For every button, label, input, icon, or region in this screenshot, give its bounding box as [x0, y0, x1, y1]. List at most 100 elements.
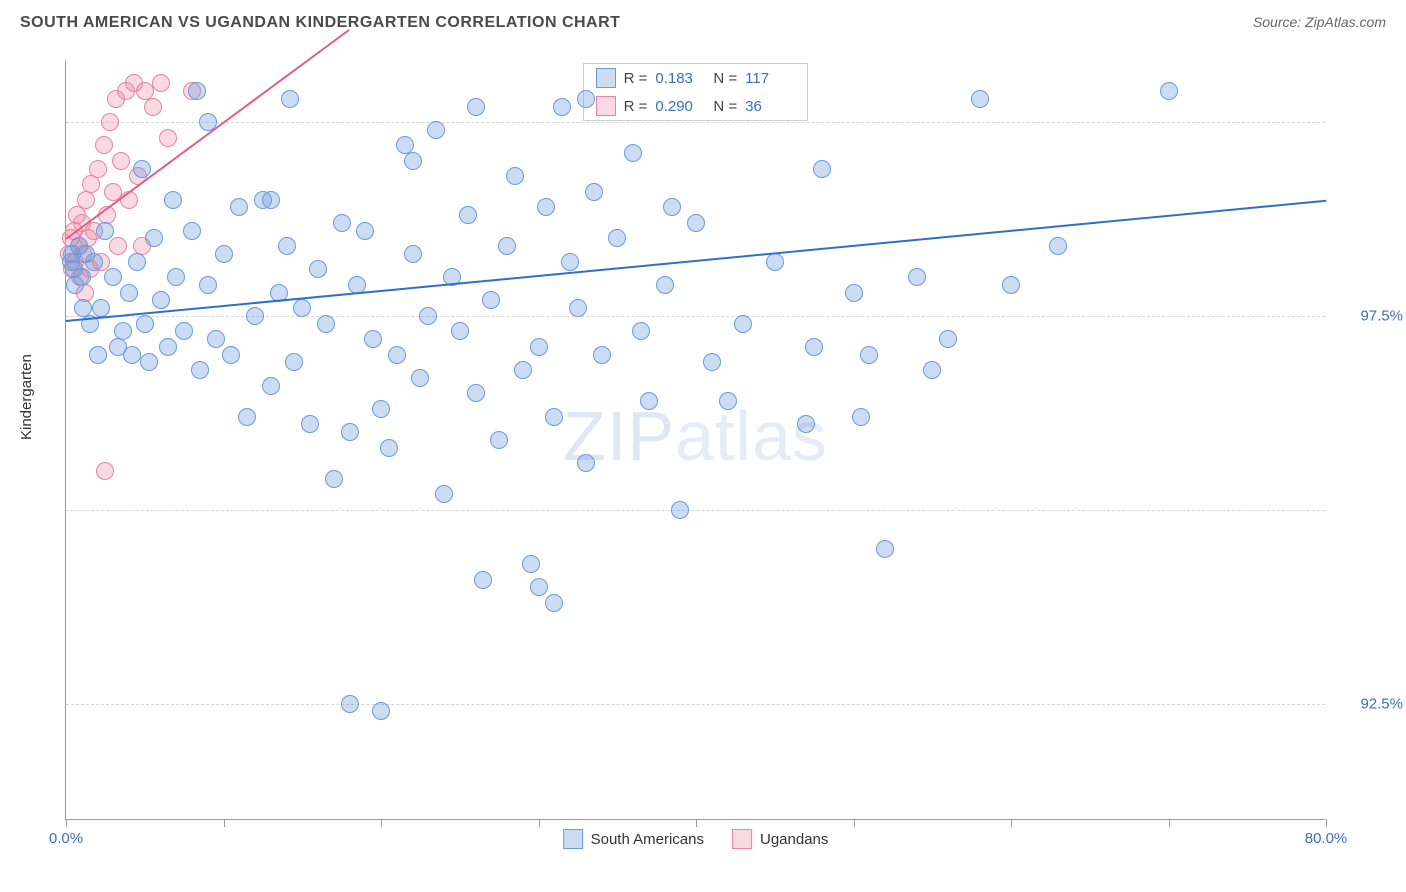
data-point [238, 408, 256, 426]
data-point [278, 237, 296, 255]
data-point [876, 540, 894, 558]
data-point [766, 253, 784, 271]
data-point [140, 353, 158, 371]
data-point [77, 191, 95, 209]
data-point [136, 315, 154, 333]
legend-item: South Americans [563, 829, 704, 849]
data-point [133, 160, 151, 178]
data-point [293, 299, 311, 317]
stats-row: R =0.183N =117 [584, 64, 808, 92]
data-point [687, 214, 705, 232]
stats-row: R =0.290N =36 [584, 92, 808, 120]
data-point [96, 222, 114, 240]
data-point [490, 431, 508, 449]
data-point [656, 276, 674, 294]
x-tick [224, 819, 225, 827]
data-point [1160, 82, 1178, 100]
data-point [145, 229, 163, 247]
data-point [341, 423, 359, 441]
data-point [411, 369, 429, 387]
data-point [514, 361, 532, 379]
data-point [852, 408, 870, 426]
data-point [632, 322, 650, 340]
x-tick [539, 819, 540, 827]
data-point [167, 268, 185, 286]
legend-label: South Americans [591, 831, 704, 848]
data-point [175, 322, 193, 340]
data-point [435, 485, 453, 503]
gridline [66, 122, 1325, 123]
data-point [404, 152, 422, 170]
x-tick [854, 819, 855, 827]
x-tick [1169, 819, 1170, 827]
data-point [734, 315, 752, 333]
legend-swatch [563, 829, 583, 849]
data-point [152, 291, 170, 309]
data-point [939, 330, 957, 348]
data-point [114, 322, 132, 340]
legend-bottom: South AmericansUgandans [563, 829, 829, 849]
data-point [545, 594, 563, 612]
data-point [128, 253, 146, 271]
data-point [356, 222, 374, 240]
data-point [530, 338, 548, 356]
data-point [89, 160, 107, 178]
data-point [561, 253, 579, 271]
data-point [262, 377, 280, 395]
data-point [191, 361, 209, 379]
stats-legend-box: R =0.183N =117R =0.290N =36 [583, 63, 809, 121]
data-point [92, 299, 110, 317]
data-point [183, 222, 201, 240]
x-tick-label: 80.0% [1305, 830, 1348, 847]
y-tick-label: 92.5% [1360, 695, 1403, 712]
data-point [1002, 276, 1020, 294]
data-point [459, 206, 477, 224]
data-point [624, 144, 642, 162]
data-point [89, 346, 107, 364]
source-label: Source: ZipAtlas.com [1253, 14, 1386, 30]
data-point [164, 191, 182, 209]
data-point [152, 74, 170, 92]
data-point [372, 702, 390, 720]
data-point [85, 253, 103, 271]
data-point [404, 245, 422, 263]
stat-n-value: 117 [745, 70, 795, 87]
data-point [317, 315, 335, 333]
x-tick [1326, 819, 1327, 827]
data-point [222, 346, 240, 364]
data-point [380, 439, 398, 457]
data-point [522, 555, 540, 573]
data-point [101, 113, 119, 131]
x-tick [1011, 819, 1012, 827]
data-point [498, 237, 516, 255]
data-point [703, 353, 721, 371]
data-point [112, 152, 130, 170]
chart-title: SOUTH AMERICAN VS UGANDAN KINDERGARTEN C… [20, 14, 620, 32]
y-axis-title: Kindergarten [18, 354, 35, 440]
data-point [506, 167, 524, 185]
data-point [372, 400, 390, 418]
data-point [159, 129, 177, 147]
legend-swatch [732, 829, 752, 849]
data-point [262, 191, 280, 209]
data-point [553, 98, 571, 116]
data-point [309, 260, 327, 278]
x-tick [381, 819, 382, 827]
data-point [188, 82, 206, 100]
data-point [388, 346, 406, 364]
gridline [66, 510, 1325, 511]
data-point [364, 330, 382, 348]
data-point [671, 501, 689, 519]
data-point [813, 160, 831, 178]
watermark: ZIPatlas [563, 396, 828, 476]
data-point [467, 98, 485, 116]
data-point [246, 307, 264, 325]
data-point [199, 276, 217, 294]
data-point [663, 198, 681, 216]
data-point [474, 571, 492, 589]
x-tick [66, 819, 67, 827]
data-point [640, 392, 658, 410]
data-point [805, 338, 823, 356]
stat-r-label: R = [624, 98, 648, 115]
data-point [451, 322, 469, 340]
